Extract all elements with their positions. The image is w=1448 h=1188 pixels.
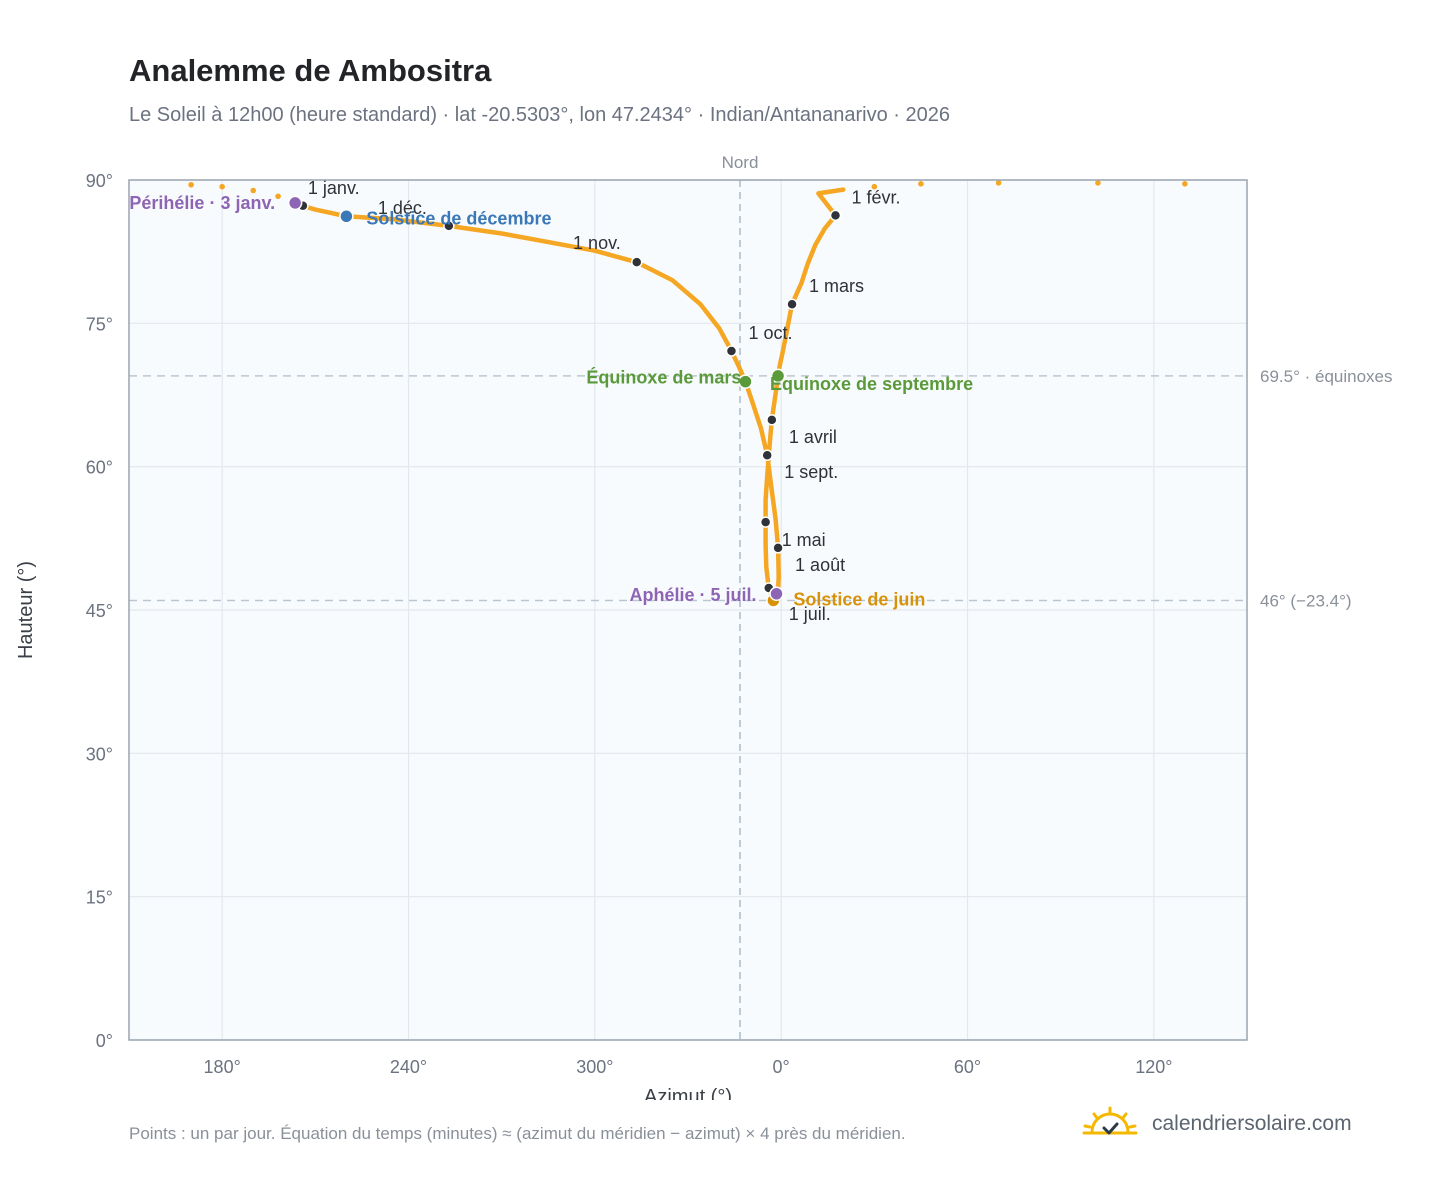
x-axis-title: Azimut (°) [644,1086,732,1100]
month-label: 1 déc. [378,198,427,218]
event-label: Périhélie · 3 janv. [129,193,275,213]
daily-dot [871,183,878,190]
daily-dot [188,181,194,188]
footnote: Points : un par jour. Équation du temps … [129,1124,906,1143]
reference-line-label: 69.5° · équinoxes [1260,367,1393,386]
x-tick-label: 240° [390,1057,427,1077]
event-marker [770,368,786,384]
month-marker [761,449,773,461]
event-markers: Solstice de décembre Périhélie · 3 janv. É… [129,193,973,610]
daily-dot [995,180,1002,186]
y-tick-label: 30° [86,744,113,764]
y-axis-title: Hauteur (°) [15,561,37,659]
chart-subtitle: Le Soleil à 12h00 (heure standard) · lat… [129,104,950,126]
month-marker [829,209,842,222]
daily-dot [250,187,257,194]
x-tick-label: 180° [204,1057,241,1077]
month-marker [725,345,738,357]
y-tick-label: 45° [86,601,113,621]
month-label: 1 mai [782,530,826,550]
y-tick-label: 90° [86,171,113,191]
daily-dot [275,193,281,200]
event-marker [769,586,784,602]
daily-dot [1182,181,1188,187]
month-label: 1 janv. [308,178,360,198]
north-label: Nord [722,153,759,172]
month-label: 1 oct. [748,323,792,343]
month-label: 1 juil. [789,604,831,624]
y-tick-label: 75° [86,314,113,334]
event-label: Équinoxe de septembre [770,373,973,394]
month-marker [772,542,784,554]
event-marker [287,195,303,211]
month-marker [443,220,455,232]
month-marker [759,516,772,528]
chart-title: Analemme de Ambositra [129,53,492,88]
x-tick-label: 0° [773,1057,790,1077]
x-tick-label: 300° [576,1057,613,1077]
reference-lines: 69.5° · équinoxes 46° (−23.4°) [129,367,1393,610]
month-marker [631,256,643,268]
brand-name: calendriersolaire.com [1152,1112,1352,1135]
daily-dot [918,181,924,187]
month-label: 1 févr. [852,187,901,207]
month-label: 1 nov. [573,233,621,253]
month-marker [766,414,778,426]
event-marker [339,209,354,224]
month-markers: 1 janv. 1 févr. 1 mars 1 avril 1 mai 1 juil. 1… [297,178,901,624]
analemma-chart: 69.5° · équinoxes 46° (−23.4°) Nord 1 jan… [15,153,1393,1100]
event-marker [738,374,753,389]
event-label: Équinoxe de mars [586,367,741,388]
month-label: 1 mars [809,276,864,296]
event-label: Aphélie · 5 juil. [629,585,756,605]
brand[interactable]: calendriersolaire.com [1082,1104,1352,1144]
month-label: 1 avril [789,427,837,447]
x-axis-ticks: 180° 240° 300° 0° 60° 120° [204,1057,1173,1077]
x-tick-label: 120° [1135,1057,1172,1077]
reference-line-label: 46° (−23.4°) [1260,591,1352,610]
y-axis-ticks: 0° 15° 30° 45° 60° 75° 90° [86,171,113,1051]
daily-dot [1095,180,1101,186]
plot-frame [128,179,1248,1041]
month-label: 1 sept. [784,462,838,482]
y-tick-label: 15° [86,888,113,908]
daily-dot [219,183,225,190]
y-tick-label: 0° [96,1031,113,1051]
y-tick-label: 60° [86,458,113,478]
month-label: 1 août [795,555,845,575]
sun-logo-icon [1082,1106,1138,1135]
x-tick-label: 60° [954,1057,981,1077]
event-label: Solstice de décembre [366,208,551,228]
month-marker [786,298,798,310]
event-label: Solstice de juin [793,589,925,609]
